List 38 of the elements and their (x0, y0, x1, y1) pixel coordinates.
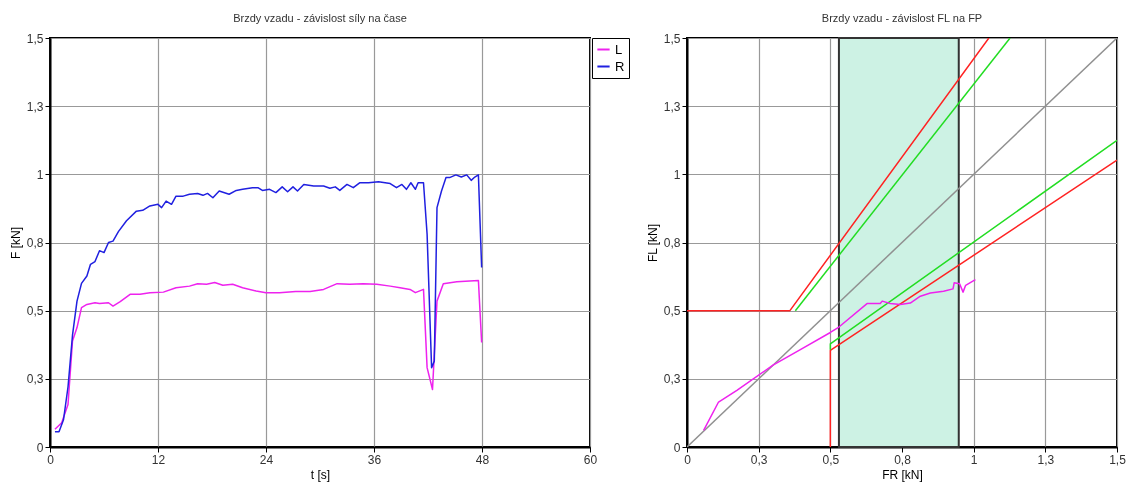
y-tick-label: 0,8 (663, 236, 681, 250)
y-tick-label: 0,3 (26, 372, 44, 387)
y-axis-title: FL [kN] (645, 223, 660, 263)
chart-title: Brzdy vzadu - závislost síly na čase (233, 12, 407, 24)
y-tick-label: 1,5 (26, 31, 44, 46)
x-tick-label: 60 (583, 452, 598, 467)
y-tick-label: 1,5 (663, 31, 681, 46)
line-series (54, 174, 483, 433)
x-tick-label: 48 (475, 452, 490, 467)
y-tick-label: 0,8 (26, 236, 44, 250)
x-tick-label: 24 (259, 452, 274, 467)
y-tick-label: 1 (673, 167, 681, 182)
legend-label: R (615, 58, 625, 74)
x-tick-label: 0,8 (894, 452, 912, 467)
y-tick-label: 0 (673, 440, 681, 455)
x-tick-label: 12 (151, 452, 166, 467)
y-tick-label: 1 (36, 167, 44, 182)
legend-label: L (615, 41, 623, 57)
x-axis-title: FR [kN] (882, 467, 923, 482)
x-axis-title: t [s] (310, 467, 331, 482)
y-tick-label: 1,3 (26, 99, 44, 114)
y-tick-label: 0,3 (663, 372, 681, 387)
chart-title: Brzdy vzadu - závislost FL na FP (821, 12, 983, 24)
x-tick-label: 0 (47, 452, 55, 467)
line-series (702, 278, 977, 432)
x-tick-label: 1 (970, 452, 978, 467)
line-series (54, 279, 483, 431)
x-tick-label: 1,5 (1109, 452, 1127, 467)
x-tick-label: 0 (684, 452, 692, 467)
y-tick-label: 0,5 (26, 304, 44, 319)
x-tick-label: 36 (367, 452, 382, 467)
y-tick-label: 1,3 (663, 99, 681, 114)
x-tick-label: 0,3 (750, 452, 768, 467)
y-tick-label: 0,5 (663, 304, 681, 319)
x-tick-label: 0,5 (822, 452, 840, 467)
x-tick-label: 1,3 (1037, 452, 1055, 467)
y-tick-label: 0 (36, 440, 44, 455)
y-axis-title: F [kN] (8, 227, 23, 259)
